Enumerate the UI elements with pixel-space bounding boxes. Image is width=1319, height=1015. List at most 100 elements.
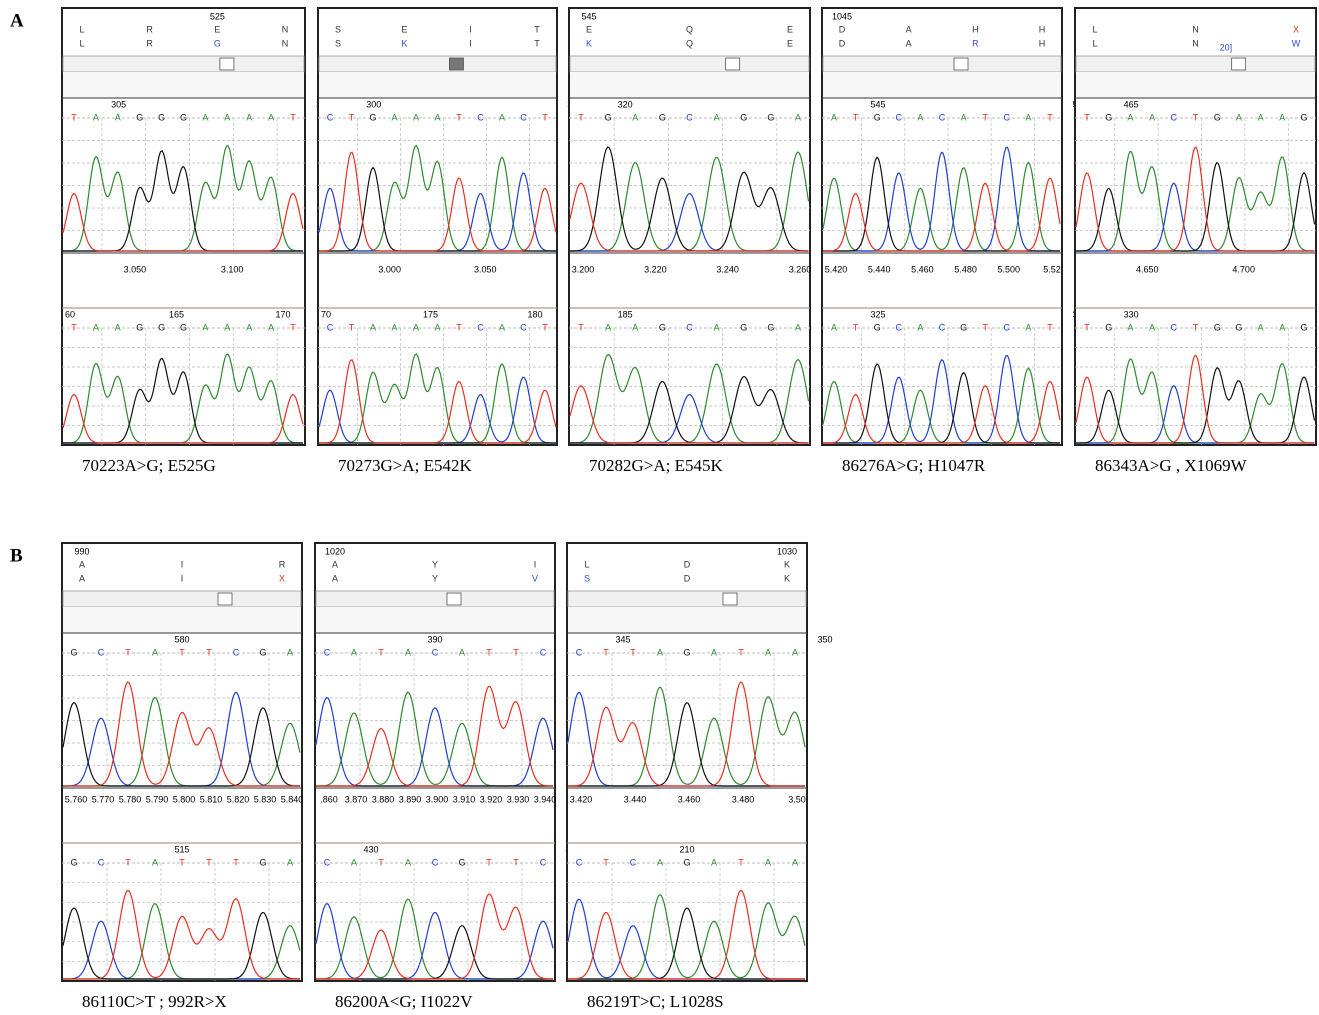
scale-number: 3.420 [570, 794, 593, 804]
chromatogram-panel: LS DD KK 1030 345 350 C T T A G A T A A 3.420 3.440 3.460… [566, 542, 833, 1011]
base-call: T [486, 857, 492, 867]
base-call: A [202, 112, 208, 122]
trace-T [63, 889, 300, 980]
base-call: T [71, 322, 77, 332]
codon-number: 990 [74, 546, 89, 556]
base-call: C [477, 322, 484, 332]
scroll-thumb [722, 592, 738, 606]
scale-number: 3.910 [453, 794, 476, 804]
position-number: 430 [363, 844, 378, 854]
base-call: C [327, 112, 334, 122]
base-call: C [477, 112, 484, 122]
base-call: A [268, 322, 274, 332]
scale-number: 5.790 [146, 794, 169, 804]
alt-amino-acid: Q [686, 38, 693, 48]
scale-number: 5.420 [825, 264, 848, 274]
base-call: G [1300, 112, 1307, 122]
base-call: T [603, 647, 609, 657]
ref-amino-acid: I [469, 24, 472, 34]
ref-amino-acid: E [586, 24, 592, 34]
alt-amino-acid: X [279, 573, 285, 583]
base-call: A [370, 322, 376, 332]
base-call: T [206, 857, 212, 867]
base-call: A [405, 857, 411, 867]
base-call: T [1047, 322, 1053, 332]
trace-G [568, 702, 805, 787]
alt-amino-acid: R [972, 38, 979, 48]
base-call: A [1149, 112, 1155, 122]
alt-amino-acid: A [79, 573, 85, 583]
base-call: T [853, 112, 859, 122]
base-call: G [767, 112, 774, 122]
base-call: A [1258, 112, 1264, 122]
base-call: T [179, 647, 185, 657]
base-call: A [792, 647, 798, 657]
scroll-thumb [953, 57, 969, 71]
alt-amino-acid: A [332, 573, 338, 583]
base-call: A [765, 857, 771, 867]
panel-label: A [10, 10, 24, 31]
base-call: A [351, 647, 357, 657]
base-call: C [1004, 112, 1011, 122]
base-call: T [206, 647, 212, 657]
ref-amino-acid: H [1039, 24, 1046, 34]
base-call: G [458, 857, 465, 867]
chromatogram-panel: SSEKIITT300305CTGAAATCACT3.0003.05070175… [317, 7, 582, 475]
base-call: T [1084, 112, 1090, 122]
bar-area [1076, 72, 1315, 98]
panel-caption: 70282G>A; E545K [589, 456, 723, 475]
base-call: A [632, 322, 638, 332]
scale-number: 3.880 [372, 794, 395, 804]
base-call: A [115, 322, 121, 332]
scale-number: 5.800 [173, 794, 196, 804]
base-call: G [70, 647, 77, 657]
alt-amino-acid: K [401, 38, 407, 48]
base-call: G [683, 647, 690, 657]
base-call: G [136, 112, 143, 122]
base-call: G [874, 112, 881, 122]
base-call: A [961, 112, 967, 122]
base-call: T [578, 112, 584, 122]
base-call: T [1193, 322, 1199, 332]
base-call: C [576, 647, 583, 657]
bar-area [823, 72, 1061, 98]
base-call: G [1105, 112, 1112, 122]
trace-T [569, 385, 809, 444]
base-call: G [1214, 112, 1221, 122]
trace-T [316, 893, 553, 980]
base-call: A [499, 322, 505, 332]
base-call: C [233, 647, 240, 657]
base-call: A [1149, 322, 1155, 332]
scroll-thumb [219, 57, 235, 71]
scale-number: 3.890 [399, 794, 422, 804]
scale-number: 3.900 [426, 794, 449, 804]
ref-amino-acid: L [584, 559, 589, 569]
scale-number: 5.770 [92, 794, 115, 804]
base-call: C [98, 857, 105, 867]
codon-number: 1020 [325, 546, 345, 556]
base-call: G [874, 322, 881, 332]
base-call: A [917, 322, 923, 332]
alt-amino-acid: L [79, 38, 84, 48]
scroll-thumb [217, 592, 233, 606]
scroll-bar [315, 590, 555, 608]
base-call: A [499, 112, 505, 122]
base-call: G [259, 857, 266, 867]
base-call: A [202, 322, 208, 332]
base-call: T [125, 857, 131, 867]
base-call: G [158, 322, 165, 332]
scale-number: 3.930 [507, 794, 530, 804]
base-call: T [630, 647, 636, 657]
alt-amino-acid: T [534, 38, 540, 48]
scroll-thumb [725, 57, 741, 71]
position-number: 515 [174, 844, 189, 854]
position-number: 210 [679, 844, 694, 854]
base-call: A [714, 112, 720, 122]
scale-number: 5.460 [911, 264, 934, 274]
trace-T [63, 681, 300, 787]
scale-number: 3.050 [124, 264, 147, 274]
scroll-bar [62, 590, 302, 608]
base-call: A [714, 322, 720, 332]
base-call: T [179, 857, 185, 867]
